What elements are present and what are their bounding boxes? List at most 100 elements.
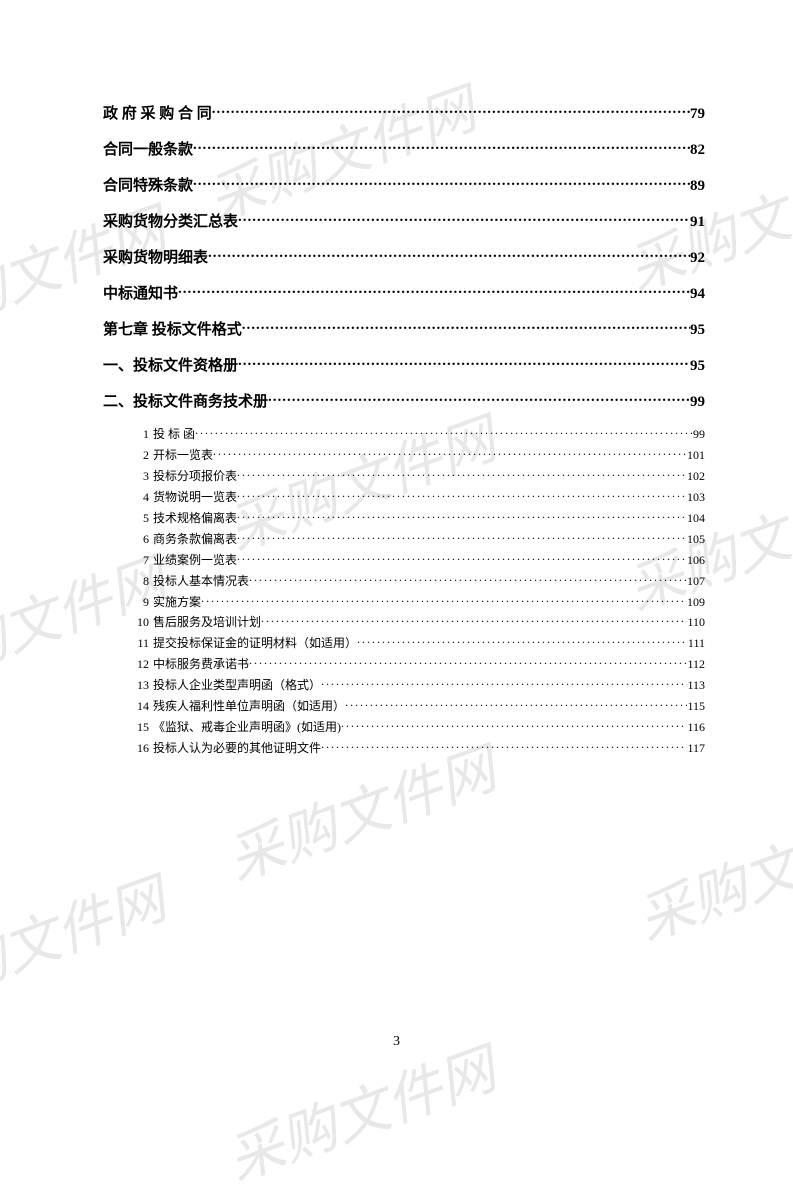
toc-dots [213, 445, 687, 459]
toc-sub-entry: 15《监狱、戒毒企业声明函》(如适用)116 [131, 716, 705, 734]
toc-sub-entry-title: 8 投标人基本情况表 [131, 572, 249, 589]
toc-dots [237, 508, 687, 522]
toc-dots [201, 591, 687, 605]
watermark: 采购文件网 [0, 855, 175, 1027]
toc-sub-entry-num: 14 [131, 699, 149, 714]
toc-entry-page: 95 [690, 358, 705, 375]
toc-sub-entry-text: 投标人企业类型声明函（格式） [153, 678, 321, 692]
toc-sub-entry: 2开标一览表101 [131, 445, 705, 463]
toc-sub-entry-title: 12 中标服务费承诺书 [131, 655, 249, 672]
toc-sub-entry: 13 投标人企业类型声明函（格式） 113 [131, 675, 705, 693]
toc-sub-entry-text: 提交投标保证金的证明材料（如适用） [153, 636, 357, 650]
toc-entry-title: 中标通知书 [103, 282, 178, 303]
toc-sub-entry-page: 102 [687, 469, 705, 484]
toc-content: 政 府 采 购 合 同79合同一般条款82合同特殊条款89采购货物分类汇总表91… [0, 0, 793, 756]
toc-sub-entry-num: 15 [131, 720, 149, 735]
toc-sub-entry-page: 110 [687, 615, 705, 630]
toc-sub-entry-title: 4货物说明一览表 [131, 488, 237, 505]
toc-entry-page: 82 [690, 142, 705, 159]
page-number: 3 [0, 1034, 793, 1050]
toc-sub-entry-page: 103 [687, 490, 705, 505]
toc-main-entry: 采购货物明细表92 [103, 244, 705, 267]
toc-sub-entry-num: 10 [131, 615, 149, 630]
toc-sub-entry-page: 116 [687, 720, 705, 735]
toc-dots [195, 424, 693, 438]
toc-entry-title: 采购货物明细表 [103, 246, 208, 267]
toc-main-entry: 政 府 采 购 合 同 79 [103, 100, 705, 123]
toc-sub-entry-text: 技术规格偏离表 [153, 511, 237, 525]
toc-dots [193, 172, 690, 190]
toc-sub-entry-title: 13 投标人企业类型声明函（格式） [131, 676, 321, 693]
toc-sub-entry-page: 105 [687, 532, 705, 547]
toc-dots [261, 612, 687, 626]
toc-sub-entry-num: 6 [131, 532, 149, 547]
toc-sub-entry-title: 6 商务条款偏离表 [131, 530, 237, 547]
toc-entry-page: 99 [690, 394, 705, 411]
toc-dots [249, 654, 687, 668]
toc-sub-entry: 6 商务条款偏离表 105 [131, 528, 705, 546]
toc-sub-entry-page: 99 [693, 427, 705, 442]
toc-sub-entry-text: 业绩案例一览表 [153, 553, 237, 567]
toc-dots [212, 100, 690, 118]
toc-sub-entry: 14 残疾人福利性单位声明函（如适用） 115 [131, 696, 705, 714]
toc-sub-entry-page: 113 [687, 678, 705, 693]
toc-entry-title: 一、投标文件资格册 [103, 354, 238, 375]
toc-dots [341, 716, 687, 730]
toc-entry-page: 79 [690, 106, 705, 123]
toc-sub-entry-text: 商务条款偏离表 [153, 532, 237, 546]
toc-main-entry: 一、投标文件资格册 95 [103, 352, 705, 375]
toc-dots [193, 136, 690, 154]
toc-main-entry: 合同特殊条款89 [103, 172, 705, 195]
toc-entry-page: 94 [690, 286, 705, 303]
toc-entry-page: 95 [690, 322, 705, 339]
toc-sub-entry-title: 14 残疾人福利性单位声明函（如适用） [131, 697, 345, 714]
toc-sub-entry: 4货物说明一览表 103 [131, 487, 705, 505]
toc-sub-entry-num: 8 [131, 574, 149, 589]
toc-sub-entry-text: 残疾人福利性单位声明函（如适用） [153, 699, 345, 713]
toc-dots [249, 570, 687, 584]
toc-main-entry: 中标通知书 94 [103, 280, 705, 303]
toc-sub-entry-num: 1 [131, 427, 149, 442]
toc-entry-title: 政 府 采 购 合 同 [103, 102, 212, 123]
toc-entry-page: 91 [690, 214, 705, 231]
toc-entry-title: 采购货物分类汇总表 [103, 210, 238, 231]
toc-sub-entry-title: 3投标分项报价表 [131, 467, 237, 484]
toc-entry-title: 二、投标文件商务技术册 [103, 390, 268, 411]
toc-sub-entry-text: 投标人认为必要的其他证明文件 [153, 741, 321, 755]
toc-sub-entry-page: 107 [687, 574, 705, 589]
toc-sub-entry-page: 115 [687, 699, 705, 714]
toc-entry-title: 第七章 投标文件格式 [103, 318, 242, 339]
toc-sub-entry-num: 4 [131, 490, 149, 505]
toc-sub-entry-num: 9 [131, 595, 149, 610]
toc-sub-entry-num: 16 [131, 741, 149, 756]
toc-dots [237, 487, 687, 501]
toc-sub-entry-title: 7 业绩案例一览表 [131, 551, 237, 568]
toc-sub-entry: 3投标分项报价表 102 [131, 466, 705, 484]
toc-sub-entry-page: 106 [687, 553, 705, 568]
toc-sub-entry-page: 117 [687, 741, 705, 756]
toc-dots [321, 675, 687, 689]
toc-sub-entry-text: 实施方案 [153, 595, 201, 609]
toc-entry-title: 合同一般条款 [103, 138, 193, 159]
toc-sub-entry: 12中标服务费承诺书112 [131, 654, 705, 672]
toc-sub-entry-num: 12 [131, 657, 149, 672]
toc-sub-entry-title: 2开标一览表 [131, 446, 213, 463]
toc-sub-entry-page: 109 [687, 595, 705, 610]
toc-dots [268, 388, 690, 406]
toc-sub-entry-text: 投标人基本情况表 [153, 574, 249, 588]
toc-sub-entry-num: 7 [131, 553, 149, 568]
toc-sub-entry-text: 中标服务费承诺书 [153, 657, 249, 671]
toc-sub-entry-num: 13 [131, 678, 149, 693]
toc-sub-entry: 8 投标人基本情况表 107 [131, 570, 705, 588]
toc-dots [345, 696, 687, 710]
toc-sub-entry: 1投 标 函99 [131, 424, 705, 442]
toc-sub-entry-title: 16 投标人认为必要的其他证明文件 [131, 739, 321, 756]
toc-sub-entry-num: 2 [131, 448, 149, 463]
toc-sub-entry-text: 投标分项报价表 [153, 469, 237, 483]
toc-dots [321, 737, 687, 751]
toc-sub-entry: 11提交投标保证金的证明材料（如适用）111 [131, 633, 705, 651]
toc-sub-entry: 5技术规格偏离表104 [131, 508, 705, 526]
toc-dots [238, 208, 690, 226]
toc-dots [237, 549, 687, 563]
toc-sub-entry-page: 104 [687, 511, 705, 526]
